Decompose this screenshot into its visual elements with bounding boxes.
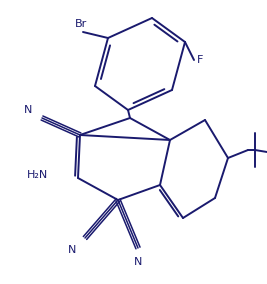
- Text: Br: Br: [75, 19, 87, 29]
- Text: N: N: [68, 245, 76, 255]
- Text: H₂N: H₂N: [27, 170, 48, 180]
- Text: F: F: [197, 55, 203, 65]
- Text: N: N: [24, 105, 32, 115]
- Text: N: N: [134, 257, 142, 267]
